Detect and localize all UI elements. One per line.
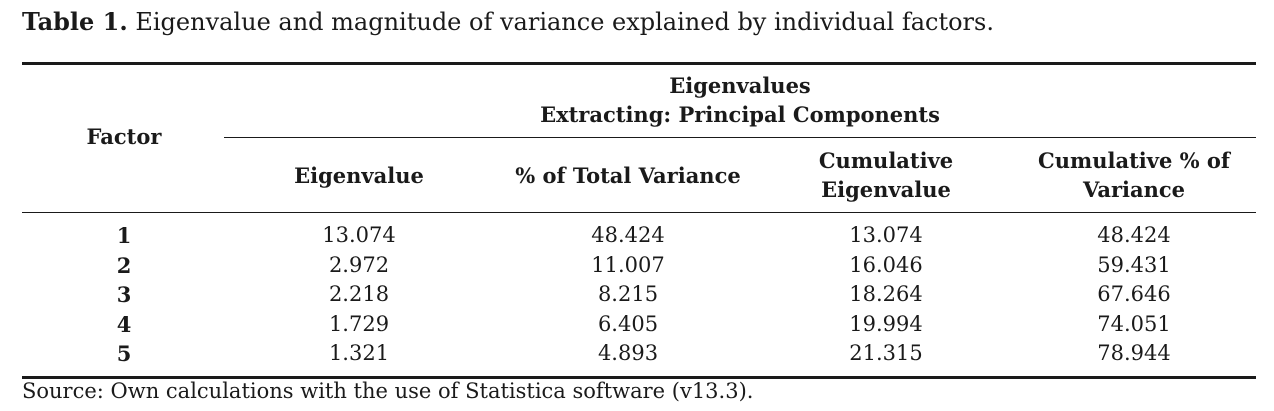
row-3-cum-eigen: 18.264 (849, 282, 923, 306)
row-4-pct-total: 6.405 (597, 311, 659, 336)
table-source-note: Source: Own calculations with the use of… (22, 379, 754, 403)
col-header-eigenvalue-line1: Eigenvalue (294, 163, 424, 188)
row-4-cum-eigen: 19.994 (849, 311, 923, 336)
col-header-cum-eigen: Cumulative Eigenvalue (766, 146, 1006, 204)
row-5-cum-pct: 78.944 (1097, 341, 1171, 365)
table-caption: Table 1. Eigenvalue and magnitude of var… (22, 6, 994, 38)
table-caption-label: Table 1. (22, 7, 128, 36)
group-header-rule (224, 137, 1256, 138)
row-3-cum-pct: 67.646 (1097, 282, 1171, 306)
col-header-pct-total: % of Total Variance (488, 161, 768, 190)
row-5-pct-total: 4.893 (597, 341, 659, 365)
group-header-line2: Extracting: Principal Components (540, 102, 940, 127)
row-4-cum-pct: 74.051 (1097, 311, 1171, 336)
row-1-cum-pct: 48.424 (1097, 223, 1171, 247)
col-header-pct-total-line1: % of Total Variance (515, 163, 741, 188)
col-header-cum-pct-line2: Variance (1082, 177, 1186, 202)
group-header: Eigenvalues Extracting: Principal Compon… (224, 71, 1256, 129)
factor-header: Factor (86, 124, 162, 149)
row-2-cum-pct: 59.431 (1097, 252, 1171, 277)
col-header-cum-pct-line1: Cumulative % of (1038, 148, 1230, 173)
row-5-factor: 5 (116, 341, 132, 366)
row-5-eigenvalue: 1.321 (328, 341, 390, 365)
row-5-cum-eigen: 21.315 (849, 341, 923, 365)
row-2-pct-total: 11.007 (591, 252, 665, 277)
col-header-cum-eigen-line2: Eigenvalue (821, 177, 951, 202)
row-4-eigenvalue: 1.729 (328, 311, 390, 336)
group-header-line1: Eigenvalues (669, 73, 811, 98)
row-3-pct-total: 8.215 (597, 282, 659, 306)
table-bottom-rule (22, 376, 1256, 379)
row-2-eigenvalue: 2.972 (328, 252, 390, 277)
col-header-eigenvalue: Eigenvalue (239, 161, 479, 190)
col-header-cum-eigen-line1: Cumulative (818, 148, 954, 173)
row-1-cum-eigen: 13.074 (849, 223, 923, 247)
row-2-cum-eigen: 16.046 (849, 252, 923, 277)
table-top-rule (22, 62, 1256, 65)
row-1-pct-total: 48.424 (591, 223, 665, 247)
row-2-factor: 2 (116, 252, 132, 278)
col-header-cum-pct: Cumulative % of Variance (1014, 146, 1254, 204)
row-3-factor: 3 (116, 282, 132, 307)
header-bottom-rule (22, 212, 1256, 213)
table-caption-text: Eigenvalue and magnitude of variance exp… (135, 8, 994, 36)
row-4-factor: 4 (116, 311, 132, 337)
row-3-eigenvalue: 2.218 (328, 282, 390, 306)
row-1-factor: 1 (116, 223, 132, 248)
row-1-eigenvalue: 13.074 (322, 223, 396, 247)
